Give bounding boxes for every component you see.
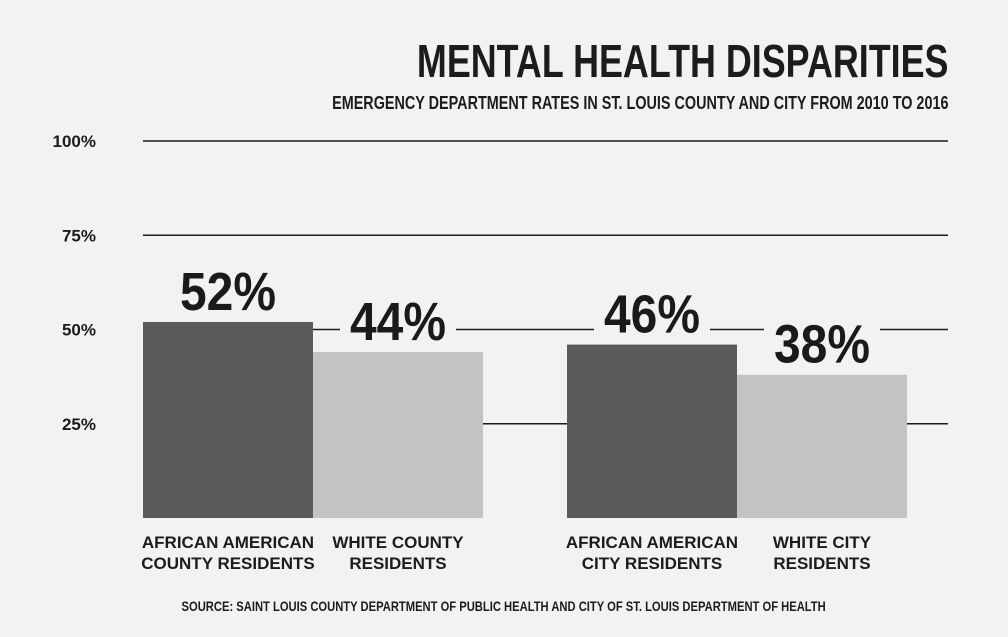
value-label-backdrop — [764, 318, 880, 369]
bar — [737, 374, 907, 518]
chart-title: MENTAL HEALTH DISPARITIES — [416, 35, 948, 87]
x-tick-label: RESIDENTS — [773, 554, 870, 573]
x-tick-label: WHITE CITY — [773, 533, 872, 552]
value-label: 46% — [604, 285, 700, 345]
value-label-backdrop — [340, 296, 456, 347]
x-tick-label: AFRICAN AMERICAN — [566, 533, 738, 552]
chart-subtitle: EMERGENCY DEPARTMENT RATES IN ST. LOUIS … — [331, 93, 948, 113]
y-tick-label: 25% — [62, 415, 96, 434]
y-tick-label: 75% — [62, 226, 96, 245]
x-tick-label: COUNTY RESIDENTS — [141, 554, 315, 573]
value-label: 52% — [180, 262, 276, 322]
x-tick-label: RESIDENTS — [349, 554, 446, 573]
x-tick-label: WHITE COUNTY — [332, 533, 464, 552]
bar — [313, 352, 483, 518]
value-label-backdrop — [594, 288, 710, 339]
bar — [143, 321, 313, 518]
value-label: 38% — [774, 315, 870, 375]
value-label: 44% — [350, 292, 446, 352]
source-text: SOURCE: SAINT LOUIS COUNTY DEPARTMENT OF… — [181, 598, 827, 614]
y-tick-label: 50% — [62, 321, 96, 340]
bar — [567, 344, 737, 518]
x-tick-label: AFRICAN AMERICAN — [142, 533, 314, 552]
source-note: SOURCE: SAINT LOUIS COUNTY DEPARTMENT OF… — [0, 598, 1008, 614]
value-label-backdrop — [170, 265, 286, 316]
x-tick-label: CITY RESIDENTS — [582, 554, 722, 573]
y-tick-label: 100% — [53, 132, 96, 151]
